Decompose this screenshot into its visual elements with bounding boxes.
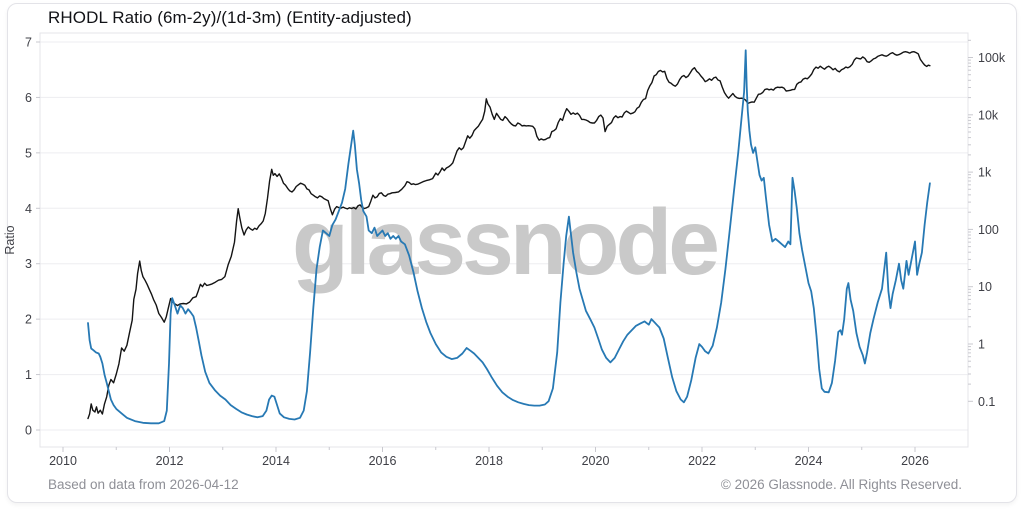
left-axis-tick-label: 7 — [25, 35, 32, 49]
rhodl-ratio-line — [87, 49, 931, 425]
x-axis-tick-label: 2026 — [901, 454, 929, 468]
plot-border — [39, 32, 969, 448]
x-axis-tick-label: 2016 — [369, 454, 397, 468]
left-axis-tick-label: 2 — [25, 313, 32, 327]
x-axis-tick-label: 2014 — [262, 454, 290, 468]
x-axis-tick-label: 2010 — [49, 454, 77, 468]
right-axis-tick-label: 1 — [978, 338, 985, 352]
x-axis-tick-label: 2022 — [688, 454, 716, 468]
x-axis-tick-label: 2018 — [475, 454, 503, 468]
left-axis-tick-label: 1 — [25, 368, 32, 382]
chart-card — [7, 3, 1017, 503]
right-axis-tick-label: 1k — [978, 166, 992, 180]
right-axis-tick-label: 10 — [978, 280, 992, 294]
copyright-note: © 2026 Glassnode. All Rights Reserved. — [720, 477, 962, 492]
right-axis-tick-label: 0.1 — [978, 395, 995, 409]
x-axis-tick-label: 2012 — [156, 454, 184, 468]
right-axis-tick-label: 100k — [978, 51, 1006, 65]
left-axis-title: Ratio — [3, 225, 17, 254]
right-axis-tick-label: 100 — [978, 223, 999, 237]
x-axis-tick-label: 2020 — [582, 454, 610, 468]
left-axis-tick-label: 6 — [25, 91, 32, 105]
right-axis-tick-label: 10k — [978, 108, 999, 122]
left-axis-tick-label: 0 — [25, 424, 32, 438]
data-date-note: Based on data from 2026-04-12 — [48, 477, 239, 492]
left-axis-tick-label: 5 — [25, 146, 32, 160]
left-axis-tick-label: 3 — [25, 257, 32, 271]
price-line — [87, 51, 931, 420]
left-axis-tick-label: 4 — [25, 202, 32, 216]
chart-title: RHODL Ratio (6m-2y)/(1d-3m) (Entity-adju… — [48, 8, 412, 27]
x-axis-tick-label: 2024 — [795, 454, 823, 468]
